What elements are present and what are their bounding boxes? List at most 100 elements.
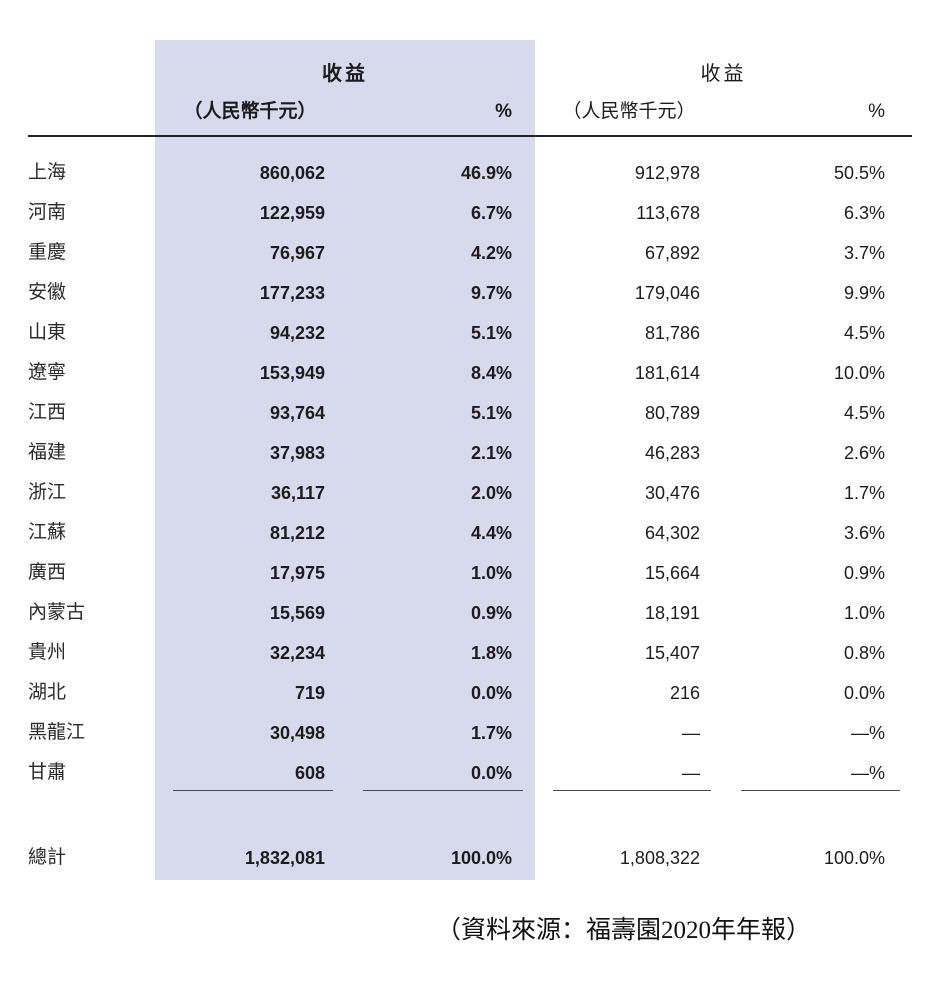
revenue-group2-value: 18,191 [644,603,700,623]
revenue-group2-value: 64,302 [644,523,700,543]
table-row: 重慶 76,967 4.2% 67,892 3.7% [28,233,912,273]
percent-group2-value: 2.6% [843,443,885,463]
revenue-group1-value: 177,233 [259,283,325,303]
percent-group2-value: 3.6% [843,523,885,543]
region-label: 貴州 [28,642,67,663]
table-row: 遼寧 153,949 8.4% 181,614 10.0% [28,353,912,393]
revenue-group2-value: 80,789 [644,403,700,423]
revenue-group1-value: 122,959 [259,203,325,223]
total-percent-group1: 100.0% [450,848,512,868]
revenue-group1-value: 76,967 [269,243,325,263]
percent-group1-value: 2.1% [470,443,512,463]
percent-group1-value: 0.0% [470,683,512,703]
revenue-group2-value: 179,046 [634,283,700,303]
percent-group1-value: 9.7% [470,283,512,303]
percent-group2-value: 0.9% [843,563,885,583]
table-row: 內蒙古 15,569 0.9% 18,191 1.0% [28,593,912,633]
table-row: 貴州 32,234 1.8% 15,407 0.8% [28,633,912,673]
revenue-group1-value: 93,764 [269,403,325,423]
total-revenue-group1: 1,832,081 [244,848,325,868]
revenue-group2-value: 912,978 [634,163,700,183]
source-note: （資料來源：福壽園2020年年報） [435,917,811,944]
percent-group2-value: 3.7% [843,243,885,263]
percent-group1-value: 0.9% [470,603,512,623]
group1-percent-header: % [495,101,512,122]
revenue-group2-value: — [535,753,723,793]
highlight-band [155,40,535,880]
region-label: 山東 [28,322,67,343]
revenue-group1-value: 36,117 [270,483,325,503]
table-row: 河南 122,959 6.7% 113,678 6.3% [28,193,912,233]
total-label: 總計 [28,847,67,868]
percent-group1-value: 5.1% [470,323,512,343]
revenue-group2-value: 216 [669,683,700,703]
group2-unit-label: （人民幣千元） [562,101,696,122]
percent-group2-value: —% [723,753,912,793]
percent-group2-value: 4.5% [843,323,885,343]
percent-group2-value: 1.0% [843,603,885,623]
group1-unit-label: （人民幣千元） [183,101,317,122]
revenue-group1-value: 17,975 [269,563,325,583]
region-label: 福建 [28,442,67,463]
table-row: 廣西 17,975 1.0% 15,664 0.9% [28,553,912,593]
revenue-group1-value: 608 [155,753,345,793]
revenue-group1-value: 15,569 [269,603,325,623]
percent-group2-value: 6.3% [843,203,885,223]
revenue-group1-value: 153,949 [259,363,325,383]
percent-group2-value: 50.5% [833,163,885,183]
table-row: 安徽 177,233 9.7% 179,046 9.9% [28,273,912,313]
percent-group2-value: 1.7% [843,483,885,503]
percent-group1-value: 1.0% [470,563,512,583]
region-label: 重慶 [28,242,67,263]
region-label: 江西 [28,402,67,423]
revenue-group2-value: 46,283 [644,443,700,463]
revenue-group2-value: 30,476 [644,483,700,503]
header-title-row: 收益 收益 [28,40,912,86]
percent-group1-value: 1.7% [470,723,512,743]
group2-title: 收益 [700,63,747,85]
percent-group1-value: 2.0% [470,483,512,503]
region-label: 河南 [28,202,67,223]
revenue-group2-value: — [682,723,700,743]
table-body: 上海 860,062 46.9% 912,978 50.5% 河南 122,95… [28,153,912,793]
region-label: 湖北 [28,682,67,703]
region-label: 黑龍江 [28,722,86,743]
percent-group1-value: 5.1% [470,403,512,423]
region-label: 內蒙古 [28,602,86,623]
percent-group2-value: 9.9% [843,283,885,303]
percent-group1-value: 1.8% [470,643,512,663]
percent-group1-value: 46.9% [460,163,512,183]
revenue-group1-value: 32,234 [269,643,325,663]
revenue-group2-value: 15,407 [644,643,700,663]
percent-group1-value: 0.0% [345,753,535,793]
percent-group2-value: 10.0% [833,363,885,383]
revenue-group2-value: 181,614 [634,363,700,383]
revenue-group1-value: 37,983 [269,443,325,463]
percent-group1-value: 8.4% [470,363,512,383]
total-revenue-group2: 1,808,322 [619,848,700,868]
spacer [28,793,912,836]
table-row: 江西 93,764 5.1% 80,789 4.5% [28,393,912,433]
table-row: 浙江 36,117 2.0% 30,476 1.7% [28,473,912,513]
total-row: 總計 1,832,081 100.0% 1,808,322 100.0% [28,836,912,880]
region-label: 甘肅 [28,762,67,783]
total-percent-group2: 100.0% [823,848,885,868]
table-row: 甘肅 608 0.0% — —% [28,753,912,793]
table-row: 福建 37,983 2.1% 46,283 2.6% [28,433,912,473]
group2-percent-header: % [868,101,885,122]
table-row: 江蘇 81,212 4.4% 64,302 3.6% [28,513,912,553]
revenue-table: 收益 收益 （人民幣千元） % （人民幣千元） % 上海 860,062 46.… [28,40,912,880]
percent-group1-value: 4.4% [470,523,512,543]
revenue-group1-value: 30,498 [269,723,325,743]
group1-title: 收益 [322,63,368,85]
percent-group2-value: 0.8% [843,643,885,663]
table-row: 山東 94,232 5.1% 81,786 4.5% [28,313,912,353]
region-label: 江蘇 [28,522,67,543]
table-row: 湖北 719 0.0% 216 0.0% [28,673,912,713]
percent-group2-value: —% [850,723,885,743]
revenue-group2-value: 81,786 [644,323,700,343]
revenue-group2-value: 113,678 [636,203,700,223]
revenue-group1-value: 81,212 [269,523,325,543]
percent-group2-value: 4.5% [843,403,885,423]
